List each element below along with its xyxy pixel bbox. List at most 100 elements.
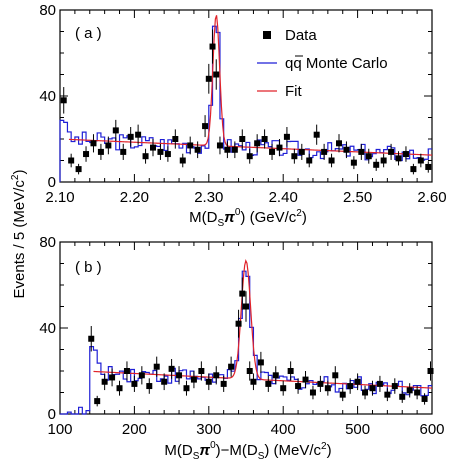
data-point-b	[376, 380, 383, 387]
mc-histogram-a	[59, 25, 432, 182]
data-point-a	[194, 146, 201, 153]
x-axis-label-a: M(DSπ0) (GeV/c2)	[189, 207, 307, 229]
data-point-b	[295, 383, 302, 390]
data-point-b	[324, 385, 331, 392]
data-point-b	[198, 368, 205, 374]
data-point-a	[209, 43, 216, 50]
data-point-b	[243, 303, 249, 310]
data-point-a	[68, 157, 75, 164]
data-point-b	[399, 393, 406, 400]
data-point-b	[246, 368, 253, 374]
data-point-a	[380, 157, 387, 164]
x-tick-label-a: 2.10	[45, 189, 74, 206]
data-point-b	[332, 372, 339, 379]
data-point-b	[131, 380, 138, 387]
data-point-b	[239, 290, 246, 297]
data-point-a	[261, 136, 268, 142]
data-point-a	[164, 151, 171, 158]
data-point-a	[395, 155, 402, 162]
data-point-b	[406, 387, 413, 394]
data-point-b	[339, 391, 346, 398]
x-tick-label-b: 300	[196, 421, 221, 438]
data-point-a	[224, 146, 231, 153]
data-point-a	[321, 148, 328, 155]
fit-curve-a	[68, 15, 433, 156]
data-point-b	[190, 376, 197, 383]
data-point-a	[402, 151, 409, 158]
data-point-b	[369, 385, 376, 392]
mc-histogram-path-a	[59, 25, 432, 182]
panel-label-a: ( a )	[75, 25, 102, 42]
data-point-b	[168, 365, 175, 372]
data-point-a	[213, 71, 220, 78]
data-point-b	[384, 391, 391, 398]
data-point-a	[283, 133, 290, 140]
data-point-a	[336, 140, 342, 147]
legend-fit-label: Fit	[285, 83, 302, 100]
x-tick-label-b: 100	[47, 421, 72, 438]
fit-curve-b	[93, 259, 433, 389]
data-point-a	[365, 153, 372, 160]
data-point-b	[414, 389, 421, 396]
data-point-b	[153, 363, 160, 370]
data-point-a	[388, 148, 395, 155]
data-point-a	[343, 146, 350, 153]
data-point-a	[358, 148, 365, 155]
data-point-a	[328, 157, 335, 164]
data-point-a	[142, 153, 149, 160]
data-point-a	[276, 144, 283, 151]
data-point-b	[228, 363, 235, 370]
data-point-a	[127, 133, 134, 140]
data-point-a	[246, 153, 253, 160]
panel-b: 100 200 300 400 500 600 0 40 80 ( b ) M(DSπ0)−M(…	[39, 234, 444, 462]
data-point-a	[350, 159, 357, 166]
fit-curve-path-b	[93, 259, 433, 389]
x-tick-label-b: 200	[122, 421, 147, 438]
data-point-b	[272, 372, 279, 379]
y-tick-label-a: 80	[39, 2, 56, 19]
data-point-a	[187, 142, 194, 149]
y-axis-label: Events / 5 (MeV/c2)	[10, 170, 28, 299]
data-point-a	[291, 153, 298, 160]
data-point-a	[150, 144, 156, 151]
x-axis-label-b: M(DSπ0)−M(DS) (MeV/c2)	[164, 440, 331, 462]
data-point-a	[254, 140, 261, 147]
data-point-a	[298, 148, 305, 155]
x-tick-label-a: 2.60	[417, 189, 446, 206]
data-point-b	[94, 398, 101, 405]
data-point-b	[123, 368, 130, 374]
data-point-a	[216, 142, 223, 149]
data-point-b	[161, 378, 168, 385]
fit-curve-path-a	[68, 15, 433, 156]
data-point-a	[410, 166, 417, 173]
data-point-b	[213, 372, 220, 379]
x-tick-label-b: 500	[345, 421, 370, 438]
data-point-a	[417, 157, 424, 164]
data-point-b	[287, 368, 294, 374]
y-tick-label-b: 80	[39, 234, 56, 251]
data-point-a	[75, 166, 82, 173]
data-point-a	[306, 157, 313, 164]
panel-a: 2.10 2.20 2.30 2.40 2.50 2.60 0 40 80 ( a ) Data…	[39, 2, 446, 229]
data-point-b	[146, 383, 153, 390]
data-point-b	[183, 385, 190, 392]
data-point-b	[354, 378, 361, 385]
data-point-b	[391, 383, 398, 390]
data-point-b	[205, 378, 212, 385]
data-point-a	[90, 140, 97, 147]
data-point-b	[138, 372, 145, 379]
ticks-a: 2.10 2.20 2.30 2.40 2.50 2.60 0 40 80	[39, 2, 446, 206]
data-point-b	[362, 389, 369, 396]
data-point-b	[317, 380, 324, 387]
data-point-a	[373, 161, 380, 168]
data-point-a	[97, 148, 104, 155]
y-tick-label-b: 0	[48, 406, 56, 423]
data-point-b	[347, 383, 354, 390]
data-point-a	[105, 142, 112, 149]
data-point-b	[101, 378, 108, 385]
data-point-a	[135, 131, 142, 138]
data-point-a	[120, 148, 127, 155]
data-point-b	[421, 395, 428, 402]
mc-histogram-b	[60, 270, 432, 415]
